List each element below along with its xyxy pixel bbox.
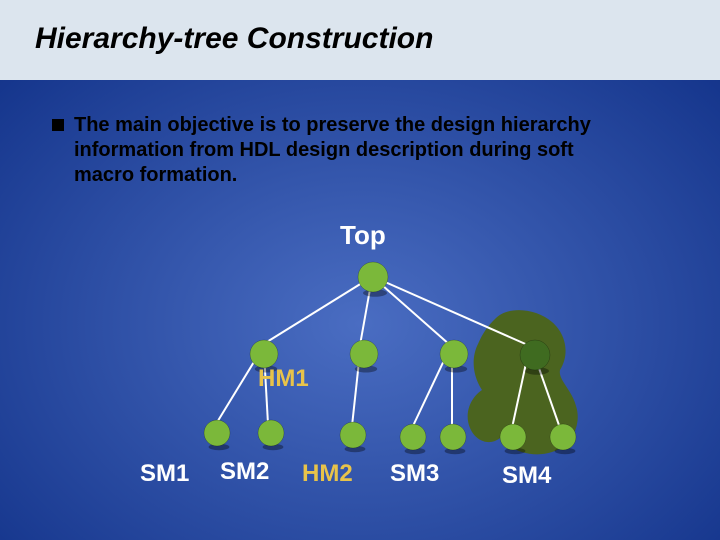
label-bottom-4: SM4 xyxy=(502,462,551,490)
label-bottom-2: HM2 xyxy=(302,460,353,488)
label-bottom-1: SM2 xyxy=(220,458,269,486)
hierarchy-tree xyxy=(0,0,720,540)
label-bottom-3: SM3 xyxy=(390,460,439,488)
label-bottom-0: SM1 xyxy=(140,460,189,488)
label-mid-0: HM1 xyxy=(258,365,309,393)
label-top: Top xyxy=(340,220,386,251)
slide: Hierarchy-tree Construction The main obj… xyxy=(0,0,720,540)
